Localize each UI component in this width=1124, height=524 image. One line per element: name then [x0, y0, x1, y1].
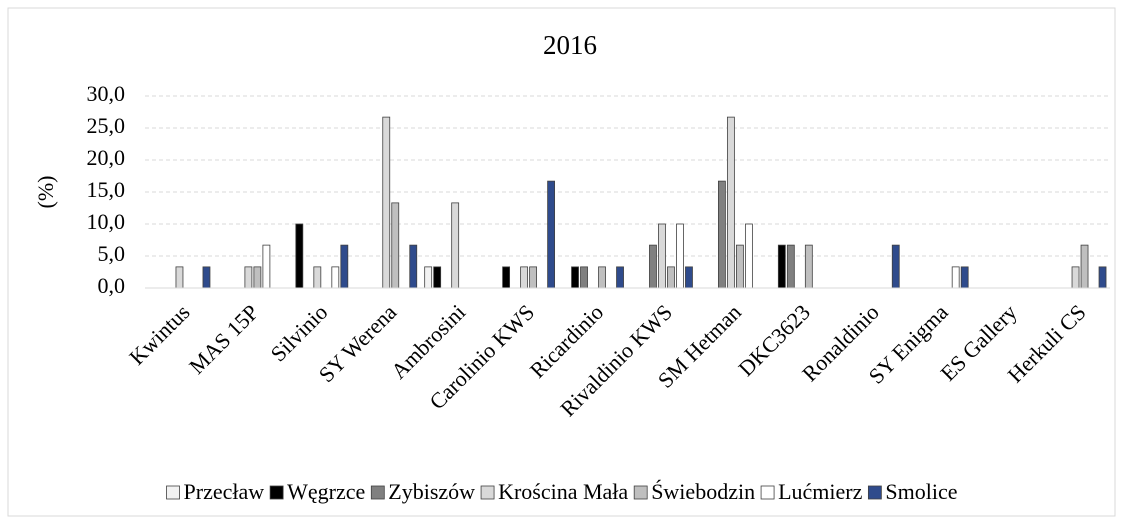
- bar: [409, 244, 418, 289]
- bar: [658, 223, 666, 289]
- bar: [529, 266, 538, 289]
- legend-label: Krościna Mała: [498, 479, 628, 504]
- bar: [391, 202, 400, 289]
- legend-label: Świebodzin: [651, 479, 755, 504]
- y-tick-label: 15,0: [87, 177, 126, 202]
- legend-label: Przecław: [184, 479, 265, 504]
- y-tick-label: 10,0: [87, 209, 126, 234]
- bar: [777, 244, 786, 289]
- bar: [340, 244, 349, 289]
- y-tick-label: 25,0: [87, 113, 126, 138]
- bar: [313, 266, 322, 289]
- legend-label: Smolice: [885, 479, 957, 504]
- legend-label: Lućmierz: [778, 479, 863, 504]
- bar: [1098, 266, 1107, 289]
- bar: [1080, 244, 1089, 289]
- bar: [744, 223, 753, 289]
- bar: [891, 244, 900, 289]
- legend-swatch: [269, 485, 284, 500]
- bar: [685, 266, 693, 289]
- bar: [804, 244, 813, 289]
- y-axis-label: (%): [33, 176, 58, 209]
- legend-swatch: [867, 485, 882, 500]
- bar: [616, 266, 624, 289]
- bar: [667, 266, 675, 289]
- bar: [520, 266, 529, 289]
- bar: [295, 223, 304, 289]
- legend-swatch: [480, 485, 495, 500]
- bar: [253, 266, 262, 289]
- legend-swatch: [760, 485, 775, 500]
- bar: [649, 244, 657, 289]
- legend-swatch: [166, 485, 180, 500]
- legend-label: Węgrzce: [287, 479, 365, 504]
- bar: [382, 116, 391, 289]
- bar: [424, 266, 433, 289]
- bar: [1071, 266, 1080, 289]
- bar: [451, 202, 460, 289]
- bar: [175, 266, 184, 289]
- bar: [331, 266, 340, 289]
- bar: [580, 266, 588, 289]
- chart-title: 2016: [543, 30, 597, 60]
- bar: [571, 266, 579, 289]
- bar: [951, 266, 960, 289]
- bar: [547, 180, 556, 289]
- bar: [960, 266, 969, 289]
- bar: [244, 266, 253, 289]
- bar: [735, 244, 744, 289]
- bar: [717, 180, 726, 289]
- legend-label: Zybiszów: [388, 479, 475, 504]
- chart-border: [7, 7, 1116, 517]
- bar: [502, 266, 511, 289]
- y-tick-label: 30,0: [87, 81, 126, 106]
- bar: [433, 266, 442, 289]
- y-tick-label: 20,0: [87, 145, 126, 170]
- bar: [262, 244, 271, 289]
- bar: [726, 116, 735, 289]
- legend-swatch: [633, 485, 648, 500]
- y-tick-label: 5,0: [98, 241, 126, 266]
- bar: [202, 266, 211, 289]
- legend-swatch: [370, 485, 385, 500]
- bar: [598, 266, 606, 289]
- y-tick-label: 0,0: [98, 273, 126, 298]
- bar: [786, 244, 795, 289]
- bar: [676, 223, 684, 289]
